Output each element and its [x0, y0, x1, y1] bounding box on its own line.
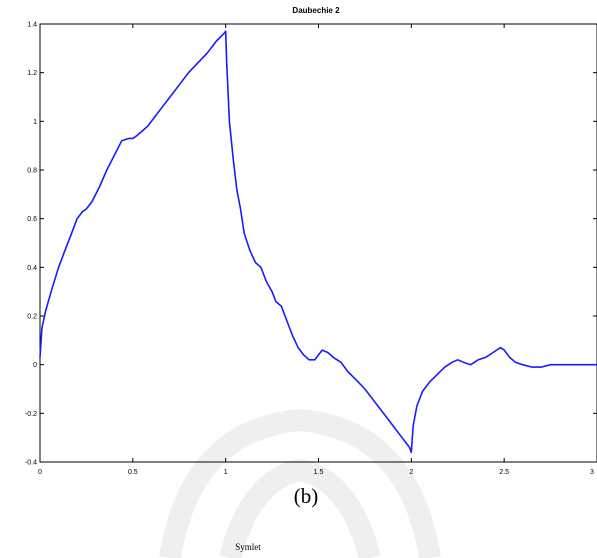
- x-axis: 0 0.5 1 1.5 2 2.5 3: [38, 24, 597, 476]
- y-tick-label: 0.4: [27, 265, 37, 272]
- x-tick-label: 0: [38, 469, 42, 476]
- y-tick-label: -0.2: [25, 411, 37, 418]
- y-tick-label: 1.2: [27, 70, 37, 77]
- y-tick-label: 0.6: [27, 216, 37, 223]
- y-tick-label: 1: [33, 119, 37, 126]
- x-tick-label: 3: [590, 469, 594, 476]
- y-tick-label: 0.8: [27, 168, 37, 175]
- y-tick-label: 0.2: [27, 314, 37, 321]
- x-tick-label: 2: [409, 469, 413, 476]
- x-tick-label: 1: [224, 469, 228, 476]
- y-tick-label: 0: [33, 362, 37, 369]
- plot-frame: [39, 23, 597, 463]
- watermark-logo: [159, 408, 441, 558]
- y-tick-label: -0.4: [25, 460, 37, 467]
- daubechie-2-wavelet-line: [39, 30, 597, 454]
- x-tick-label: 0.5: [128, 469, 138, 476]
- panel-label: (b): [294, 484, 319, 508]
- y-axis: -0.4 -0.2 0 0.2 0.4 0.6 0.8 1 1.2 1.4: [25, 22, 597, 467]
- next-panel-title: Symlet: [235, 542, 261, 552]
- x-tick-label: 2.5: [499, 469, 509, 476]
- y-tick-label: 1.4: [27, 22, 37, 29]
- x-tick-label: 1.5: [314, 469, 324, 476]
- chart-title: Daubechie 2: [292, 6, 340, 15]
